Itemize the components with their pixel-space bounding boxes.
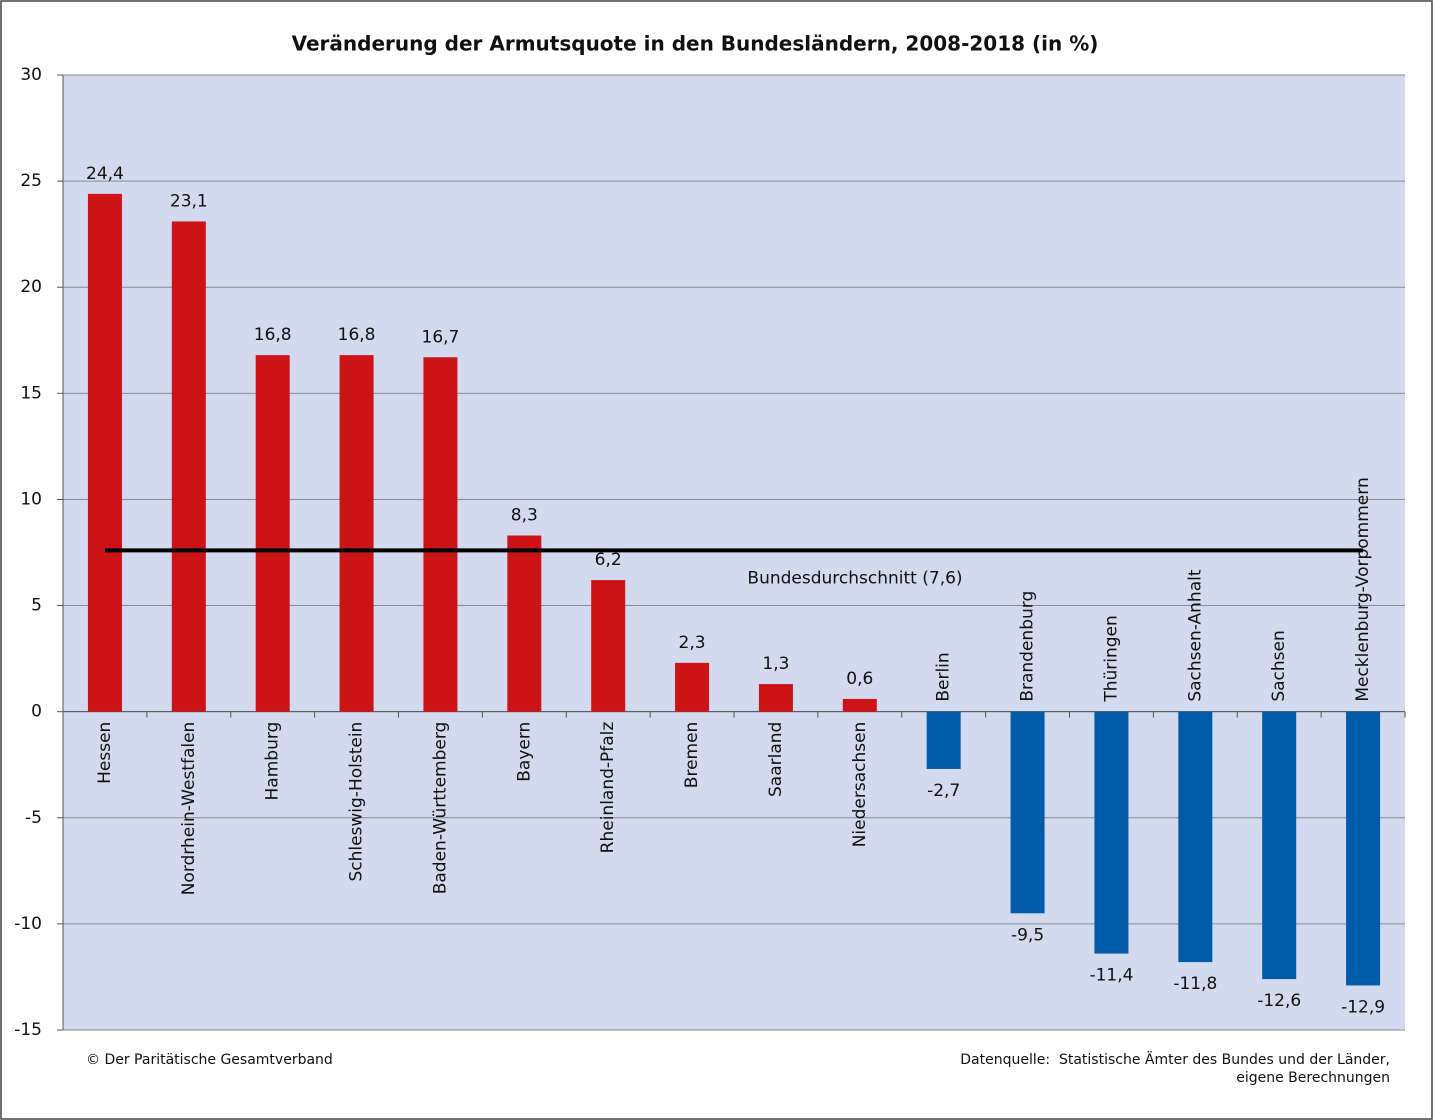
value-label: -12,9 xyxy=(1341,997,1385,1017)
x-tick-label: Schleswig-Holstein xyxy=(347,722,367,882)
value-label: -11,8 xyxy=(1173,974,1217,994)
footer-right: Datenquelle: Statistische Ämter des Bund… xyxy=(960,1050,1390,1068)
y-tick-label: 15 xyxy=(20,383,42,403)
bar xyxy=(339,355,374,712)
value-label: 16,7 xyxy=(422,327,460,347)
value-label: 0,6 xyxy=(846,669,873,689)
x-tick-label: Sachsen-Anhalt xyxy=(1185,569,1205,701)
bar xyxy=(255,355,290,712)
value-label: 1,3 xyxy=(762,654,789,674)
y-tick-label: 10 xyxy=(20,489,42,509)
y-tick-label: -15 xyxy=(14,1020,42,1040)
x-tick-label: Niedersachsen xyxy=(850,722,870,848)
value-label: 16,8 xyxy=(338,325,376,345)
bar xyxy=(423,357,458,712)
bar xyxy=(1178,711,1213,963)
value-label: -12,6 xyxy=(1257,991,1301,1011)
bar xyxy=(675,662,710,712)
x-tick-label: Sachsen xyxy=(1269,630,1289,701)
value-label: -2,7 xyxy=(927,781,960,801)
bar xyxy=(1010,711,1045,914)
bar xyxy=(842,698,877,712)
x-tick-label: Nordrhein-Westfalen xyxy=(179,722,199,896)
value-label: 6,2 xyxy=(595,550,622,570)
x-tick-label: Baden-Württemberg xyxy=(430,722,450,895)
value-label: -11,4 xyxy=(1089,966,1133,986)
average-label: Bundesdurchschnitt (7,6) xyxy=(747,568,962,588)
value-label: 2,3 xyxy=(679,633,706,653)
x-tick-label: Brandenburg xyxy=(1018,591,1038,702)
y-tick-label: -5 xyxy=(25,808,42,828)
bar xyxy=(507,535,542,712)
y-tick-label: 20 xyxy=(20,277,42,297)
chart-title: Veränderung der Armutsquote in den Bunde… xyxy=(292,32,1099,56)
value-label: -9,5 xyxy=(1011,925,1044,945)
x-tick-label: Saarland xyxy=(766,722,786,797)
y-tick-label: 5 xyxy=(31,596,42,616)
bar xyxy=(1094,711,1129,954)
y-tick-label: 30 xyxy=(20,65,42,85)
x-tick-label: Thüringen xyxy=(1101,615,1121,702)
bar xyxy=(926,711,961,769)
footer-left: © Der Paritätische Gesamtverband xyxy=(86,1052,333,1068)
bar xyxy=(1262,711,1297,980)
x-tick-label: Berlin xyxy=(934,652,954,701)
x-tick-label: Hamburg xyxy=(263,722,283,801)
x-tick-label: Bayern xyxy=(514,722,534,782)
x-tick-label: Mecklenburg-Vorpommern xyxy=(1353,477,1373,701)
y-tick-label: -10 xyxy=(14,914,42,934)
y-tick-label: 0 xyxy=(31,702,42,722)
bar xyxy=(591,580,626,712)
bar xyxy=(87,193,122,712)
value-label: 16,8 xyxy=(254,325,292,345)
value-label: 24,4 xyxy=(86,164,124,184)
value-label: 8,3 xyxy=(511,506,538,526)
footer-right: eigene Berechnungen xyxy=(1236,1070,1390,1086)
y-tick-label: 25 xyxy=(20,171,42,191)
bar xyxy=(1346,711,1381,986)
value-label: 23,1 xyxy=(170,191,208,211)
bar xyxy=(758,684,793,712)
bar xyxy=(171,221,206,712)
x-tick-label: Hessen xyxy=(95,722,115,784)
x-tick-label: Bremen xyxy=(682,722,702,789)
x-tick-label: Rheinland-Pfalz xyxy=(598,722,618,854)
